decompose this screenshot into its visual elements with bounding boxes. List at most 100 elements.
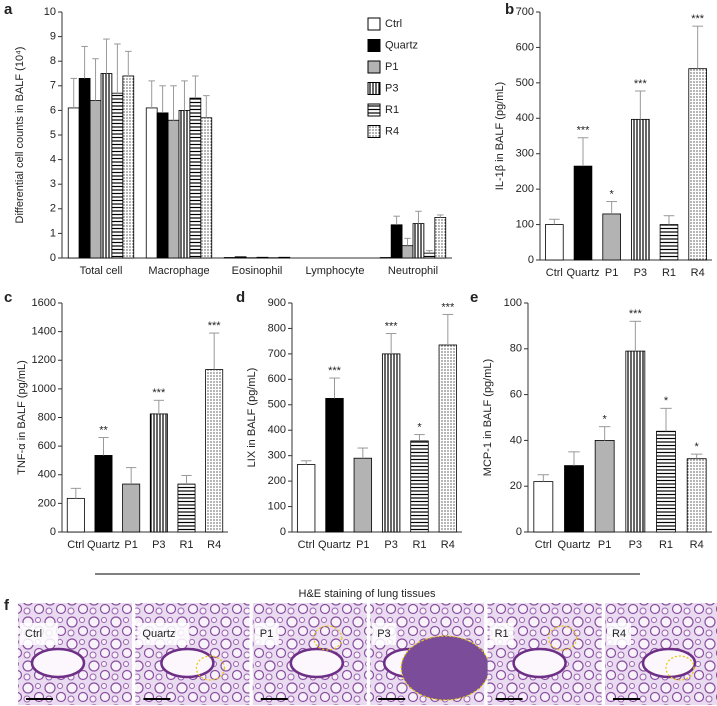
x-tick-label: R1 xyxy=(662,267,676,279)
bar xyxy=(156,112,169,259)
bar xyxy=(296,464,316,533)
legend-label: P3 xyxy=(385,82,398,94)
y-tick-label: 100 xyxy=(516,218,534,230)
bar xyxy=(410,440,429,533)
x-tick-label: P1 xyxy=(598,539,611,551)
bar xyxy=(167,119,180,259)
y-tick-label: 400 xyxy=(38,469,56,481)
x-tick-label: Quartz xyxy=(557,539,590,551)
bar xyxy=(412,223,425,259)
y-axis-label: LIX in BALF (pg/mL) xyxy=(246,368,258,468)
bar xyxy=(423,252,436,259)
x-tick-label: P3 xyxy=(152,539,165,551)
image-label: P1 xyxy=(260,628,273,640)
bar xyxy=(545,224,564,261)
panel-letter: e xyxy=(470,289,478,306)
bar xyxy=(353,457,373,533)
lesion-outline xyxy=(313,625,343,651)
y-tick-label: 7 xyxy=(50,80,56,92)
airway xyxy=(289,647,345,679)
y-tick-label: 2 xyxy=(50,203,56,215)
x-tick-label: P1 xyxy=(356,539,369,551)
panel-letter: c xyxy=(4,289,12,306)
legend-swatch xyxy=(367,39,381,52)
bar xyxy=(177,483,196,533)
x-tick-label: P3 xyxy=(384,539,397,551)
bar xyxy=(66,497,85,533)
bar xyxy=(564,465,584,533)
significance-label: * xyxy=(417,421,422,433)
y-tick-label: 700 xyxy=(516,6,534,18)
legend-swatch xyxy=(367,125,381,138)
y-tick-label: 1 xyxy=(50,227,56,239)
bar xyxy=(200,117,213,259)
bar xyxy=(602,213,621,261)
x-tick-label: Eosinophil xyxy=(232,265,283,277)
lesion-outline xyxy=(400,635,490,701)
x-tick-label: Neutrophil xyxy=(388,265,438,277)
label-box xyxy=(20,623,58,645)
legend-label: R4 xyxy=(385,125,399,137)
bar xyxy=(438,344,458,533)
y-tick-label: 200 xyxy=(516,183,534,195)
x-tick-label: Ctrl xyxy=(535,539,552,551)
x-tick-label: Quartz xyxy=(87,539,120,551)
bar xyxy=(89,100,102,259)
significance-label: * xyxy=(664,395,669,407)
lesion-outline xyxy=(547,625,578,651)
x-tick-label: Quartz xyxy=(566,267,599,279)
significance-label: *** xyxy=(152,387,166,399)
x-tick-label: Ctrl xyxy=(546,267,563,279)
significance-label: *** xyxy=(208,320,222,332)
y-tick-label: 8 xyxy=(50,55,56,67)
y-tick-label: 300 xyxy=(268,450,286,462)
y-tick-label: 1000 xyxy=(32,383,56,395)
legend-swatch xyxy=(367,103,381,117)
bar xyxy=(94,455,113,533)
y-tick-label: 400 xyxy=(516,112,534,124)
bar xyxy=(533,481,554,533)
y-tick-label: 9 xyxy=(50,31,56,43)
bar xyxy=(67,107,80,259)
airway xyxy=(160,647,215,679)
y-tick-label: 0 xyxy=(50,252,56,264)
bar xyxy=(178,110,191,259)
bar xyxy=(325,398,344,533)
bar xyxy=(656,430,676,533)
x-tick-label: R1 xyxy=(412,539,426,551)
bar xyxy=(189,97,202,259)
legend-label: Ctrl xyxy=(385,18,402,30)
y-tick-label: 1600 xyxy=(32,297,56,309)
y-tick-label: 40 xyxy=(510,434,522,446)
y-tick-label: 500 xyxy=(516,77,534,89)
y-tick-label: 80 xyxy=(510,343,522,355)
legend-swatch xyxy=(367,17,381,31)
y-tick-label: 60 xyxy=(510,389,522,401)
x-tick-label: P1 xyxy=(605,267,618,279)
y-tick-label: 10 xyxy=(44,6,56,18)
x-tick-label: Total cell xyxy=(80,265,123,277)
bar xyxy=(401,245,414,259)
y-tick-label: 20 xyxy=(510,480,522,492)
significance-label: ** xyxy=(99,424,108,436)
x-tick-label: R4 xyxy=(690,539,704,551)
y-tick-label: 300 xyxy=(516,148,534,160)
bar xyxy=(688,68,707,261)
panel-letter: f xyxy=(4,597,10,614)
panel-letter: d xyxy=(236,289,245,306)
label-box xyxy=(254,623,279,645)
x-tick-label: R1 xyxy=(179,539,193,551)
y-tick-label: 100 xyxy=(504,297,522,309)
y-tick-label: 6 xyxy=(50,104,56,116)
y-tick-label: 200 xyxy=(38,497,56,509)
bar xyxy=(145,107,158,259)
bar xyxy=(205,369,224,533)
airway xyxy=(512,647,567,679)
lesion-outline xyxy=(665,655,695,681)
significance-label: *** xyxy=(577,125,591,137)
bar xyxy=(573,165,593,261)
x-tick-label: P3 xyxy=(634,267,647,279)
y-axis-label: Differential cell counts in BALF (10⁴) xyxy=(14,47,26,224)
x-tick-label: P3 xyxy=(629,539,642,551)
